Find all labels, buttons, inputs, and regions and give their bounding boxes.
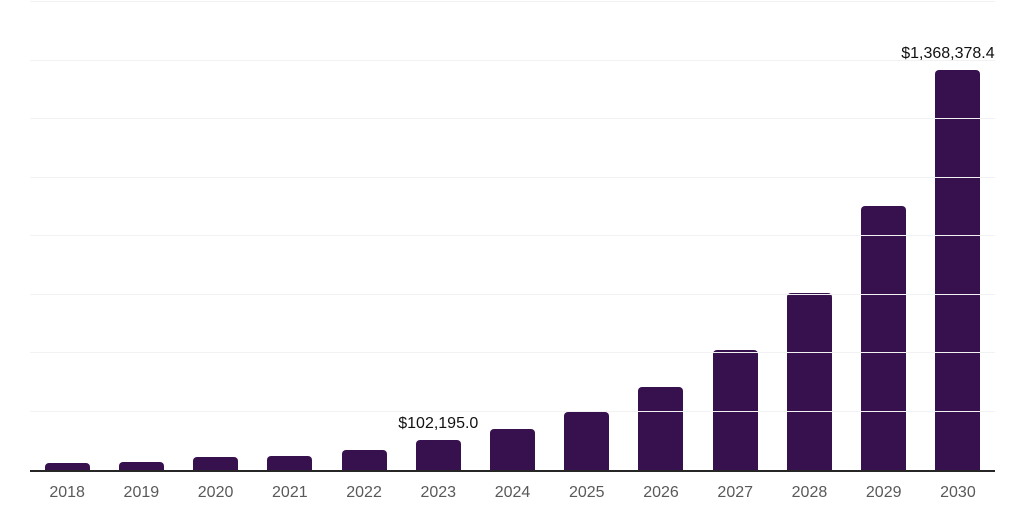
bar-slot-2018 — [30, 0, 104, 470]
bar-2029 — [861, 205, 907, 470]
gridline — [30, 118, 995, 119]
x-tick-label-2024: 2024 — [494, 484, 531, 501]
bar-2028 — [786, 293, 832, 470]
bar-2023 — [415, 440, 461, 470]
bar-slot-2025 — [550, 0, 624, 470]
x-tick-label-2028: 2028 — [791, 484, 828, 501]
bar-slot-2029 — [847, 0, 921, 470]
x-tick-label-2026: 2026 — [643, 484, 679, 501]
x-tick-label-2020: 2020 — [197, 484, 234, 501]
bar-slot-2026 — [624, 0, 698, 470]
bar-slot-2028 — [772, 0, 846, 470]
bar-2026 — [638, 387, 684, 470]
x-tick-label-2022: 2022 — [346, 484, 382, 501]
bar-2019 — [118, 462, 164, 470]
bar-slot-2021 — [253, 0, 327, 470]
bar-2025 — [564, 412, 610, 470]
gridline — [30, 1, 995, 2]
bar-slot-2027 — [698, 0, 772, 470]
bar-slot-2030: $1,368,378.4 — [901, 0, 995, 470]
bar-2021 — [267, 455, 313, 470]
value-label-2023: $102,195.0 — [398, 415, 479, 433]
bar-2022 — [341, 449, 387, 470]
gridline — [30, 235, 995, 236]
x-tick-label-2023: 2023 — [420, 484, 457, 501]
value-label-2030: $1,368,378.4 — [901, 44, 995, 62]
x-tick-label-2029: 2029 — [865, 484, 902, 501]
bar-slot-2023: $102,195.0 — [398, 0, 479, 470]
x-tick-label-2025: 2025 — [568, 484, 605, 501]
gridline — [30, 59, 995, 61]
gridline — [30, 293, 995, 295]
bar-2020 — [193, 456, 239, 470]
x-tick-label-2019: 2019 — [123, 484, 160, 501]
gridline — [30, 410, 995, 412]
x-tick-label-2027: 2027 — [717, 484, 754, 501]
plot-area: $102,195.0 $1,368,378.4 — [30, 0, 995, 472]
bar-2030 — [935, 69, 981, 470]
bar-2024 — [490, 429, 536, 470]
bar-slot-2022 — [327, 0, 401, 470]
bar-slot-2024 — [475, 0, 549, 470]
bar-slot-2020 — [178, 0, 252, 470]
bar-2027 — [712, 350, 758, 470]
bars-row: $102,195.0 $1,368,378.4 — [30, 0, 995, 470]
x-tick-label-2030: 2030 — [940, 484, 976, 501]
x-tick-label-2018: 2018 — [49, 484, 85, 501]
bar-2018 — [44, 463, 90, 470]
gridline — [30, 176, 995, 178]
bar-slot-2019 — [104, 0, 178, 470]
gridline — [30, 352, 995, 353]
x-tick-label-2021: 2021 — [272, 484, 308, 501]
x-axis: 2018 2019 2020 2021 2022 2023 2024 2025 2026 2027… — [30, 484, 995, 502]
